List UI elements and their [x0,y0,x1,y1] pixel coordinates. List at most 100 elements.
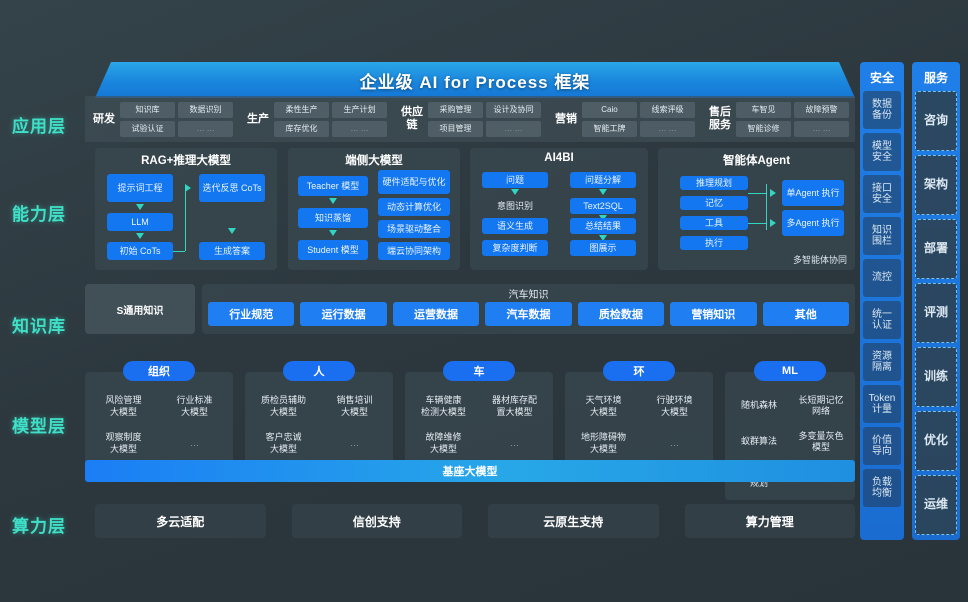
agent-node-planning[interactable]: 推理规划 [680,176,748,190]
ability-card-agent[interactable]: 智能体Agent 推理规划 记忆 工具 执行 单Agent 执行 多Agent … [658,148,855,270]
security-item-value-orientation[interactable]: 价值 导向 [863,427,901,465]
app-cell-more[interactable]: … … [178,120,233,137]
edge-node-student[interactable]: Student 模型 [298,240,368,260]
model-item[interactable]: 行业标准 大模型 [176,395,213,417]
app-cell-more[interactable]: … … [486,120,541,137]
bi-node-intent[interactable]: 意图识别 [496,200,533,211]
security-item-knowledge-fence[interactable]: 知识 围栏 [863,217,901,255]
model-item[interactable]: 车辆健康 检测大模型 [420,395,466,417]
model-item[interactable]: 多变量灰色 模型 [798,430,844,452]
app-cell[interactable]: 柔性生产 [274,101,329,118]
bi-node-semantics[interactable]: 语义生成 [482,218,548,234]
security-item-flow-control[interactable]: 流控 [863,259,901,297]
agent-node-tools[interactable]: 工具 [680,216,748,230]
edge-node-teacher[interactable]: Teacher 模型 [298,176,368,196]
model-item[interactable]: 质检员辅助 大模型 [260,395,306,417]
rag-node-prompt[interactable]: 提示词工程 [107,174,173,202]
security-item-unified-auth[interactable]: 统一 认证 [863,301,901,339]
ability-card-ai4bi[interactable]: AI4BI 问题 意图识别 语义生成 复杂度判断 问题分解 Text2SQL 总… [470,148,648,270]
service-item-operations[interactable]: 运维 [915,475,957,535]
service-item-evaluation[interactable]: 评测 [915,283,957,343]
security-item-load-balancing[interactable]: 负载 均衡 [863,469,901,507]
agent-node-single[interactable]: 单Agent 执行 [782,180,844,206]
app-cell[interactable]: Caio [582,101,637,118]
rag-node-answer[interactable]: 生成答案 [199,242,265,260]
app-cell[interactable]: 知识库 [120,101,175,118]
security-item-data-backup[interactable]: 数据 备份 [863,91,901,129]
model-item[interactable]: 行驶环境 大模型 [656,395,693,417]
knowledge-general-box[interactable]: S通用知识 [85,284,195,334]
edge-node-hw-adapt[interactable]: 硬件适配与优化 [378,170,450,194]
ability-card-rag[interactable]: RAG+推理大模型 提示词工程 LLM 初始 CoTs 迭代反思 CoTs 生成… [95,148,277,270]
app-cell[interactable]: 生产计划 [332,101,387,118]
knowledge-tag[interactable]: 运营数据 [392,302,480,326]
edge-node-scene-integration[interactable]: 场景驱动整合 [378,220,450,238]
compute-item-management[interactable]: 算力管理 [684,504,855,538]
bi-node-complexity[interactable]: 复杂度判断 [482,240,548,256]
app-cell[interactable]: 智能诊修 [736,120,791,137]
model-item[interactable]: 客户忠诚 大模型 [265,432,302,454]
model-item[interactable]: 长短期记忆 网络 [798,394,844,416]
app-group-after-sales[interactable]: 售后服务 车智见 智能诊修 故障预警 … … [707,99,849,139]
service-item-deployment[interactable]: 部署 [915,219,957,279]
model-item-more[interactable]: … [510,437,519,448]
model-item[interactable]: 蚁群算法 [740,436,777,447]
rag-node-initial-cots[interactable]: 初始 CoTs [107,242,173,260]
model-card-vehicle[interactable]: 车 车辆健康 检测大模型 器材库存配 置大模型 故障维修 大模型 … [405,361,553,466]
knowledge-tag[interactable]: 营销知识 [670,302,757,326]
app-group-rd[interactable]: 研发 知识库 试验认证 数据识别 … … [91,99,233,139]
model-item[interactable]: 随机森林 [740,400,777,411]
model-item[interactable]: 器材库存配 置大模型 [491,395,537,417]
app-cell[interactable]: 试验认证 [120,120,175,137]
rag-node-iterative-cots[interactable]: 迭代反思 CoTs [199,174,265,202]
service-item-architecture[interactable]: 架构 [915,155,957,215]
edge-node-cloud-edge[interactable]: 端云协同架构 [378,242,450,260]
bi-node-question[interactable]: 问题 [482,172,548,188]
model-item[interactable]: 观察制度 大模型 [105,432,142,454]
compute-item-cloudnative[interactable]: 云原生支持 [488,504,659,538]
model-item-more[interactable]: … [350,437,359,448]
compute-item-xinchuang[interactable]: 信创支持 [291,504,462,538]
model-item[interactable]: 地形障碍物 大模型 [580,432,626,454]
model-card-org[interactable]: 组织 风险管理 大模型 行业标准 大模型 观察制度 大模型 … [85,361,233,466]
model-item[interactable]: 天气环境 大模型 [585,395,622,417]
app-cell[interactable]: 车智见 [736,101,791,118]
app-cell[interactable]: 采购管理 [428,101,483,118]
knowledge-tag[interactable]: 质检数据 [577,302,665,326]
bi-node-text2sql[interactable]: Text2SQL [570,198,636,214]
bi-node-summary[interactable]: 总结结果 [570,218,636,234]
model-card-people[interactable]: 人 质检员辅助 大模型 销售培训 大模型 客户忠诚 大模型 … [245,361,393,466]
model-card-environment[interactable]: 环 天气环境 大模型 行驶环境 大模型 地形障碍物 大模型 … [565,361,713,466]
app-group-marketing[interactable]: 营销 Caio 智能工牌 线索评级 … … [553,99,695,139]
knowledge-tag[interactable]: 其他 [762,302,849,326]
agent-node-multi[interactable]: 多Agent 执行 [782,210,844,236]
model-item-more[interactable]: … [670,437,679,448]
app-cell[interactable]: 库存优化 [274,120,329,137]
agent-node-memory[interactable]: 记忆 [680,196,748,210]
model-item-more[interactable]: … [190,437,199,448]
app-group-production[interactable]: 生产 柔性生产 库存优化 生产计划 … … [245,99,387,139]
security-item-resource-isolation[interactable]: 资源 隔离 [863,343,901,381]
edge-node-distill[interactable]: 知识蒸馏 [298,208,368,228]
app-cell[interactable]: 线索评级 [640,101,695,118]
app-group-supply-chain[interactable]: 供应链 采购管理 项目管理 设计及协同 … … [399,99,541,139]
app-cell[interactable]: 智能工牌 [582,120,637,137]
app-cell-more[interactable]: … … [794,120,849,137]
model-item[interactable]: 风险管理 大模型 [105,395,142,417]
knowledge-tag[interactable]: 运行数据 [300,302,387,326]
bi-node-chart[interactable]: 图展示 [570,240,636,256]
ability-card-edge-model[interactable]: 端侧大模型 Teacher 模型 知识蒸馏 Student 模型 硬件适配与优化… [288,148,460,270]
service-item-training[interactable]: 训练 [915,347,957,407]
bi-node-decompose[interactable]: 问题分解 [570,172,636,188]
service-item-optimization[interactable]: 优化 [915,411,957,471]
app-cell[interactable]: 故障预警 [794,101,849,118]
agent-node-execution[interactable]: 执行 [680,236,748,250]
model-item[interactable]: 故障维修 大模型 [425,432,462,454]
service-item-consulting[interactable]: 咨询 [915,91,957,151]
app-cell[interactable]: 数据识别 [178,101,233,118]
knowledge-tag[interactable]: 行业规范 [208,302,295,326]
rag-node-llm[interactable]: LLM [107,213,173,231]
base-model-bar[interactable]: 基座大模型 [85,460,855,482]
app-cell-more[interactable]: … … [332,120,387,137]
app-cell[interactable]: 设计及协同 [486,101,541,118]
